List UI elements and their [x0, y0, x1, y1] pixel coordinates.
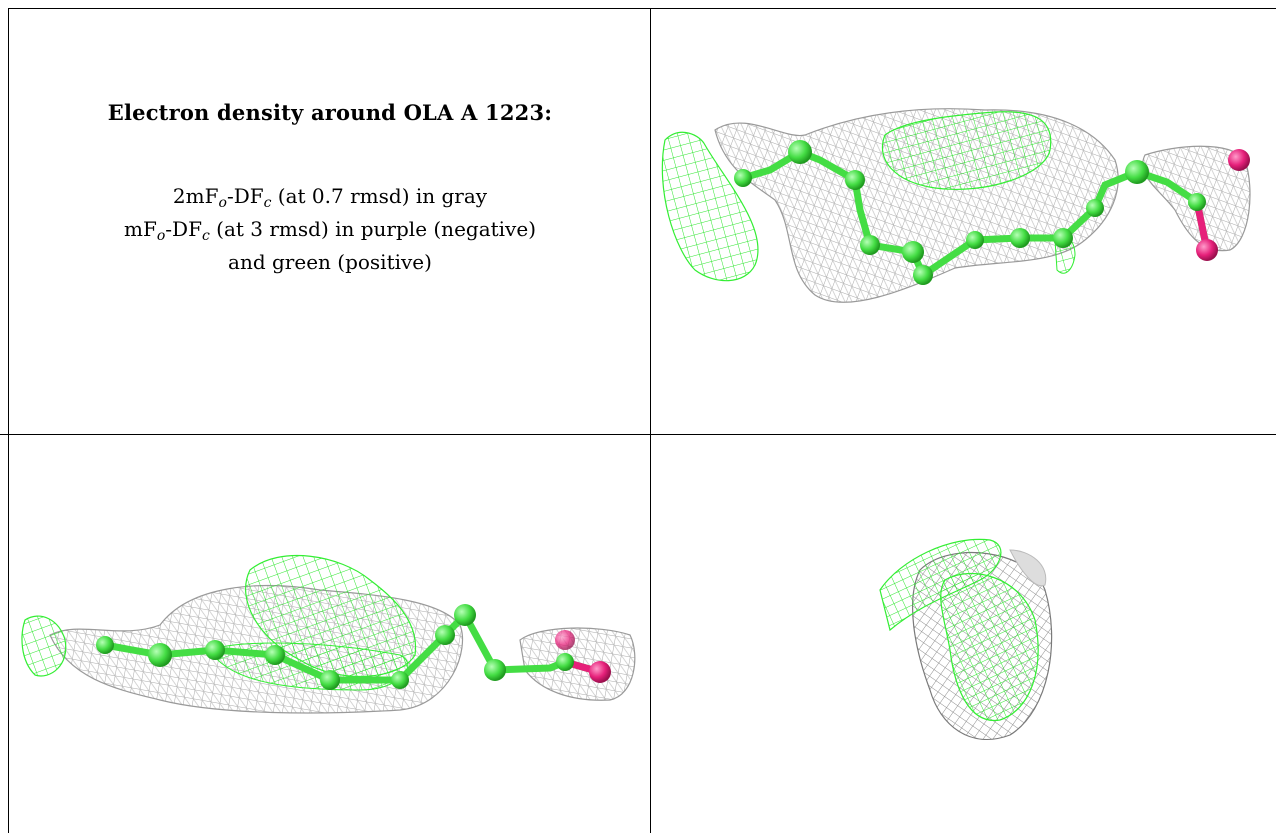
table-divider-horizontal [0, 434, 1276, 435]
density-image-2 [21, 554, 636, 714]
density-view-top-right [655, 90, 1275, 350]
caption-line-1: 2mFo-DFc (at 0.7 rmsd) in gray [172, 184, 488, 211]
density-view-bottom-right [860, 510, 1080, 750]
table-divider-vertical [650, 8, 651, 833]
caption-line-3: and green (positive) [228, 250, 432, 274]
table-border-left-lower [8, 434, 9, 833]
table-border-top [8, 8, 651, 9]
density-image-3 [879, 538, 1053, 740]
caption-title: Electron density around OLA A 1223: [107, 100, 553, 125]
density-image-1 [661, 108, 1251, 303]
table-border-top-right [650, 8, 1276, 9]
density-view-bottom-left [20, 540, 640, 730]
table-border-left [8, 8, 9, 435]
caption-cell: Electron density around OLA A 1223: 2mFo… [20, 100, 640, 275]
caption-line-2: mFo-DFc (at 3 rmsd) in purple (negative) [124, 217, 536, 244]
